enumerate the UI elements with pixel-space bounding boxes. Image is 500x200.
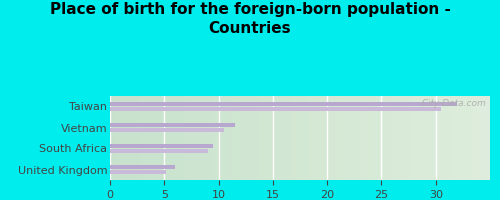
Text: City-Data.com: City-Data.com (416, 99, 486, 108)
Bar (110, 149, 208, 153)
Bar (110, 170, 166, 174)
Bar (110, 128, 224, 132)
Bar (110, 107, 441, 111)
Text: Place of birth for the foreign-born population -
Countries: Place of birth for the foreign-born popu… (50, 2, 450, 36)
Bar (110, 102, 458, 106)
Bar (110, 165, 175, 169)
Bar (110, 144, 213, 148)
Bar (110, 123, 235, 127)
